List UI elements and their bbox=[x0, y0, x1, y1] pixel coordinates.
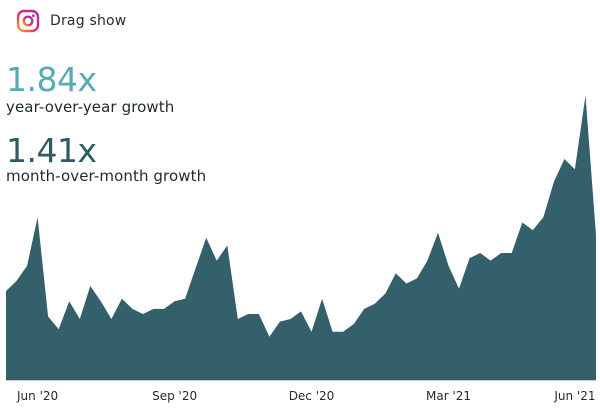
yoy-growth-label: year-over-year growth bbox=[6, 98, 175, 116]
yoy-growth-value: 1.84x bbox=[6, 60, 97, 99]
chart-header: Drag show bbox=[16, 9, 126, 33]
instagram-icon bbox=[16, 9, 40, 33]
x-axis-ticks: Jun '20 Sep '20 Dec '20 Mar '21 Jun '21 bbox=[16, 389, 595, 403]
mom-growth-label: month-over-month growth bbox=[6, 167, 207, 185]
x-tick-label: Jun '21 bbox=[553, 389, 595, 403]
x-tick-label: Sep '20 bbox=[152, 389, 197, 403]
x-tick-label: Jun '20 bbox=[16, 389, 58, 403]
trend-area bbox=[6, 95, 596, 380]
x-tick-label: Dec '20 bbox=[289, 389, 335, 403]
x-tick-label: Mar '21 bbox=[426, 389, 471, 403]
mom-growth-value: 1.41x bbox=[6, 131, 97, 170]
chart-title: Drag show bbox=[50, 13, 127, 29]
